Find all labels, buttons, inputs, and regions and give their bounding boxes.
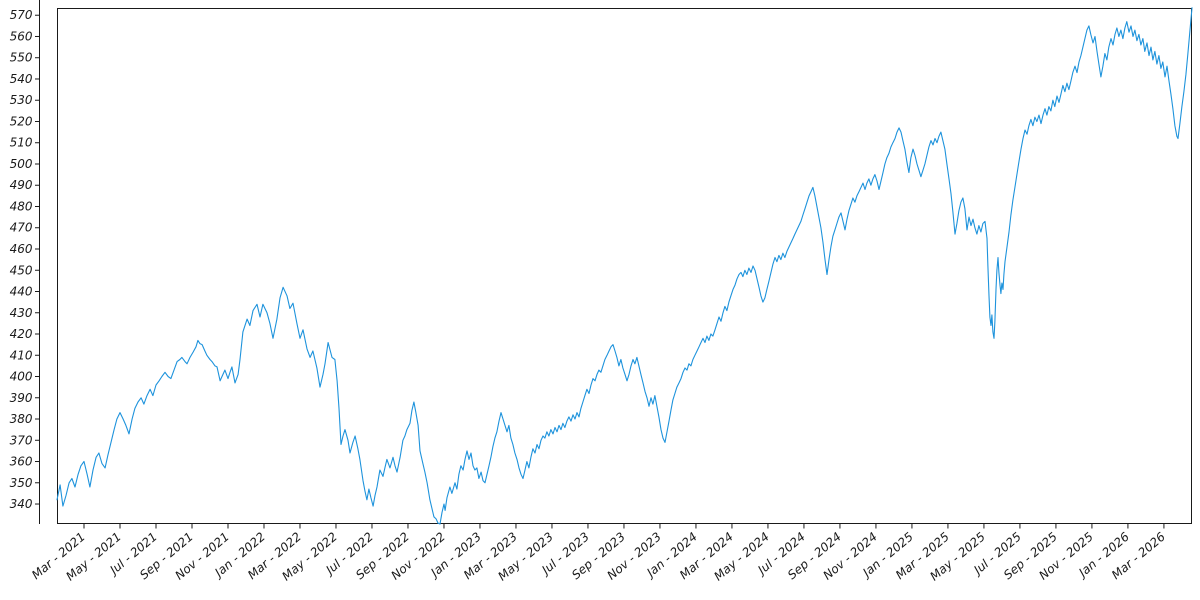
y-axis-tick-label: 530 [10,93,33,107]
y-axis-tick-label: 460 [10,242,33,256]
y-axis-tick-label: 480 [10,199,33,213]
y-axis-tick-label: 340 [10,497,33,511]
y-axis-tick-label: 470 [10,221,33,235]
price-line [56,7,1193,525]
y-axis-tick-label: 410 [10,348,33,362]
y-axis-tick-label: 400 [10,370,33,384]
y-axis-tick-label: 560 [10,29,33,43]
y-axis-tick-label: 370 [10,433,33,447]
y-axis-tick-label: 350 [10,476,33,490]
y-axis-tick-label: 540 [10,72,33,86]
y-axis-tick-label: 390 [10,391,33,405]
y-axis-tick-label: 420 [10,327,33,341]
y-axis-tick-label: 450 [10,263,33,277]
y-axis-tick-label: 380 [10,412,33,426]
y-axis-tick-label: 430 [10,306,33,320]
y-axis-tick-label: 490 [10,178,33,192]
y-axis-tick-label: 440 [10,285,33,299]
y-axis-tick-label: 510 [10,136,33,150]
plot-frame [57,8,1192,524]
y-axis-tick-label: 360 [10,455,33,469]
y-axis-tick-label: 550 [10,51,33,65]
y-axis-tick-label: 520 [10,114,33,128]
y-axis-tick-label: 570 [10,8,33,22]
y-axis-tick-label: 500 [10,157,33,171]
